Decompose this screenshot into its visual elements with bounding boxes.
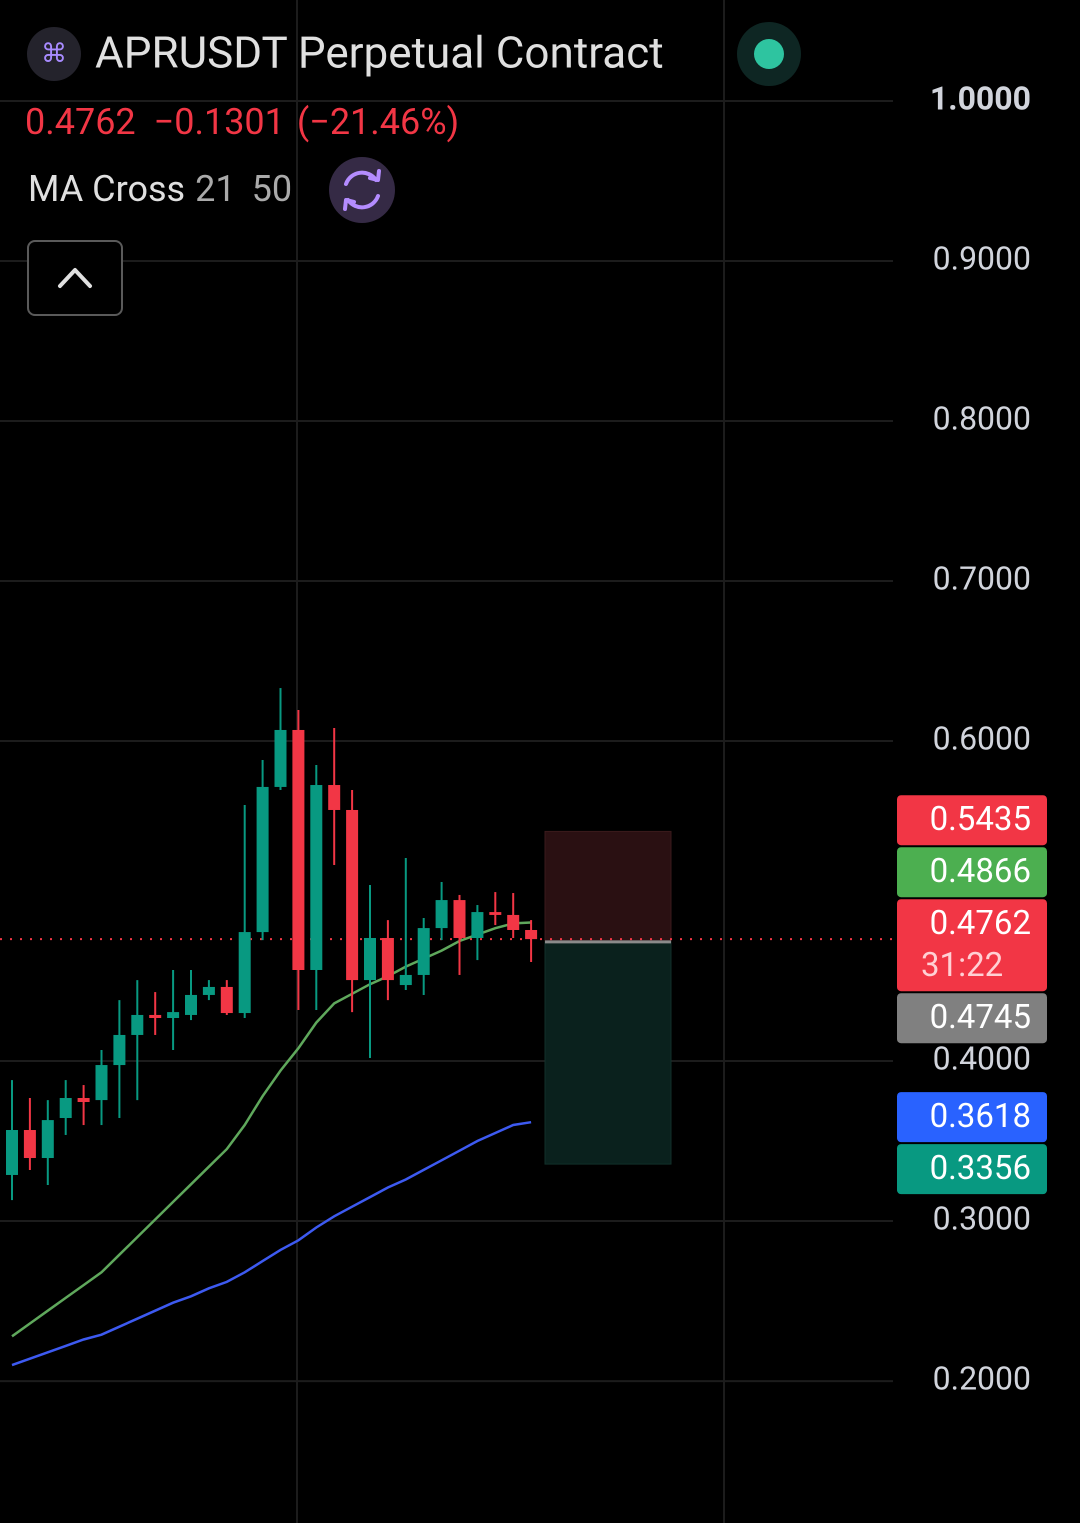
refresh-arrowheads	[343, 169, 381, 211]
price-label-bg	[897, 993, 1047, 1044]
price-label: 0.4866	[930, 852, 1031, 891]
candle-body	[399, 974, 412, 986]
candle-body	[310, 785, 323, 970]
price-label-bg	[897, 1092, 1047, 1143]
candle-body	[471, 912, 484, 938]
candle-body	[328, 785, 341, 810]
stop-zone	[544, 830, 672, 943]
price-label: 0.3356	[930, 1149, 1031, 1188]
price-axis: 1.0000 0.9000 0.8000 0.7000 0.6000 0.4000 0.30…	[930, 79, 1031, 1397]
candle-body	[23, 1130, 36, 1159]
price-label: 0.4745	[930, 998, 1031, 1037]
change: −0.1301	[154, 101, 285, 143]
candle-body	[95, 1065, 108, 1101]
candle-body	[77, 1098, 90, 1103]
candle-body	[435, 900, 448, 929]
candle-body	[41, 1120, 54, 1159]
candle-body	[202, 986, 215, 995]
status-dot	[754, 39, 784, 69]
target-zone	[544, 941, 672, 1165]
price-label: 0.4762	[930, 904, 1031, 943]
grid	[0, 99, 893, 1383]
plot	[0, 688, 893, 1367]
y-tick-label: 0.8000	[933, 399, 1031, 437]
symbol-icon	[27, 27, 81, 81]
y-tick-label: 0.2000	[933, 1360, 1031, 1398]
refresh-button[interactable]	[329, 157, 395, 223]
candle-body	[292, 729, 305, 970]
chevron-up	[58, 268, 92, 288]
candle-body	[6, 1130, 18, 1175]
last-price: 0.4762	[25, 101, 136, 143]
candle-body	[453, 900, 466, 938]
price-label-bg	[897, 1144, 1047, 1195]
candle-body	[489, 912, 502, 915]
candle-body	[417, 928, 430, 975]
candle-body	[113, 1034, 126, 1066]
collapse-button[interactable]	[27, 240, 123, 316]
candle-body	[185, 994, 197, 1015]
y-tick-label: 0.7000	[933, 559, 1031, 597]
candle-body	[59, 1098, 72, 1119]
candle-body	[274, 729, 287, 787]
price-label: 0.3618	[930, 1097, 1031, 1136]
candle-body	[507, 914, 520, 930]
ma-line	[11, 1120, 532, 1367]
indicator-period: 50	[252, 168, 292, 210]
collapse-bg	[27, 240, 123, 316]
candle-body	[346, 809, 359, 981]
y-tick-label: 0.4000	[933, 1039, 1031, 1077]
candle-body	[364, 937, 376, 981]
indicator-period: 21	[195, 168, 235, 210]
y-tick-label: 1.0000	[930, 79, 1031, 117]
symbol-icon-glyph: ⌘	[41, 39, 67, 69]
price-label-bg	[897, 847, 1047, 898]
candle-body	[256, 786, 269, 933]
price-label-bg	[897, 899, 1047, 992]
y-tick-label: 0.6000	[933, 719, 1031, 757]
indicator-name: MA Cross	[28, 168, 185, 210]
chart-title: APRUSDT Perpetual Contract	[95, 27, 664, 79]
ma-line	[11, 921, 532, 1338]
candle-body	[131, 1014, 144, 1035]
header: ⌘ APRUSDT Perpetual Contract 0.4762 −0.13…	[25, 22, 801, 316]
candle-body	[238, 932, 251, 1014]
change-pct: (−21.46%)	[297, 101, 459, 143]
candle-body	[220, 986, 233, 1014]
y-tick-label: 0.3000	[933, 1200, 1031, 1238]
price-label: 0.5435	[930, 800, 1031, 839]
candle-body	[525, 929, 538, 940]
y-tick-label: 0.9000	[933, 239, 1031, 277]
candle-body	[381, 937, 394, 981]
price-label-bg	[897, 795, 1047, 846]
countdown: 31:22	[921, 946, 1003, 985]
price-line: 0.4762 −0.1301 (−21.46%)	[25, 101, 459, 143]
candle-body	[167, 1012, 180, 1019]
refresh-bg	[329, 157, 395, 223]
indicator-line: MA Cross 21 50	[28, 168, 292, 210]
candle-body	[149, 1014, 162, 1019]
